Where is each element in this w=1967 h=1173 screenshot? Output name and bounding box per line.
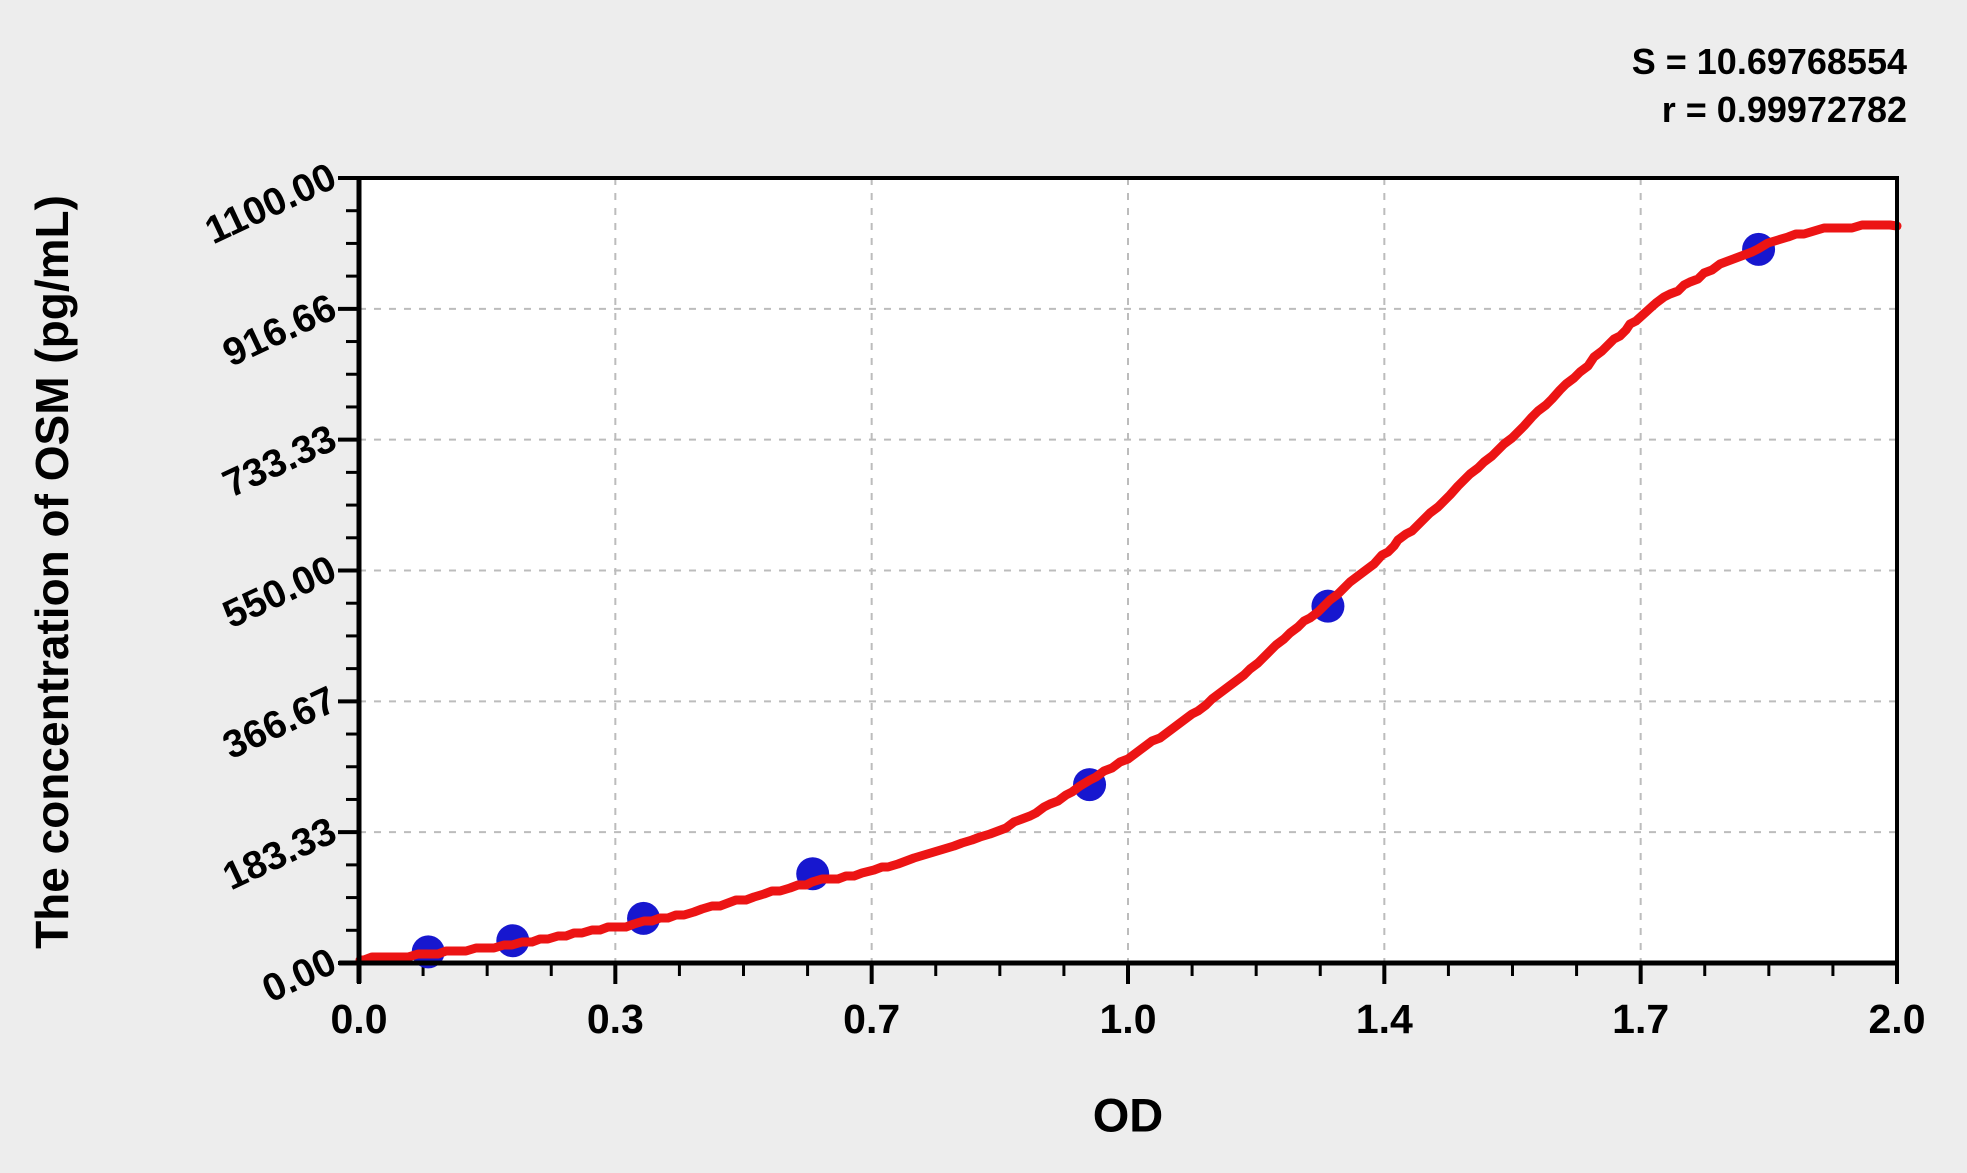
fit-statistics: S = 10.69768554 r = 0.99972782 <box>1632 38 1907 134</box>
x-tick-label: 1.4 <box>1356 996 1413 1042</box>
x-tick-label: 1.7 <box>1612 996 1669 1042</box>
x-tick-label: 0.0 <box>331 996 388 1042</box>
y-tick-label: 916.66 <box>217 286 343 375</box>
x-axis-title: OD <box>1092 1088 1164 1142</box>
x-tick-label: 2.0 <box>1869 996 1926 1042</box>
y-tick-label: 733.33 <box>217 417 343 506</box>
y-tick-label: 1100.00 <box>199 155 343 253</box>
stat-r-value: r = 0.99972782 <box>1661 89 1907 130</box>
x-tick-label: 0.7 <box>843 996 900 1042</box>
y-tick-label: 366.67 <box>217 679 343 768</box>
stat-s-value: S = 10.69768554 <box>1631 41 1907 82</box>
y-tick-label: 550.00 <box>217 548 343 637</box>
fitted-curve <box>355 220 1902 965</box>
y-tick-label: 183.33 <box>217 809 343 898</box>
y-axis-title: The concentration of OSM (pg/mL) <box>26 195 78 949</box>
x-tick-label: 0.3 <box>587 996 644 1042</box>
x-tick-label: 1.0 <box>1100 996 1157 1042</box>
